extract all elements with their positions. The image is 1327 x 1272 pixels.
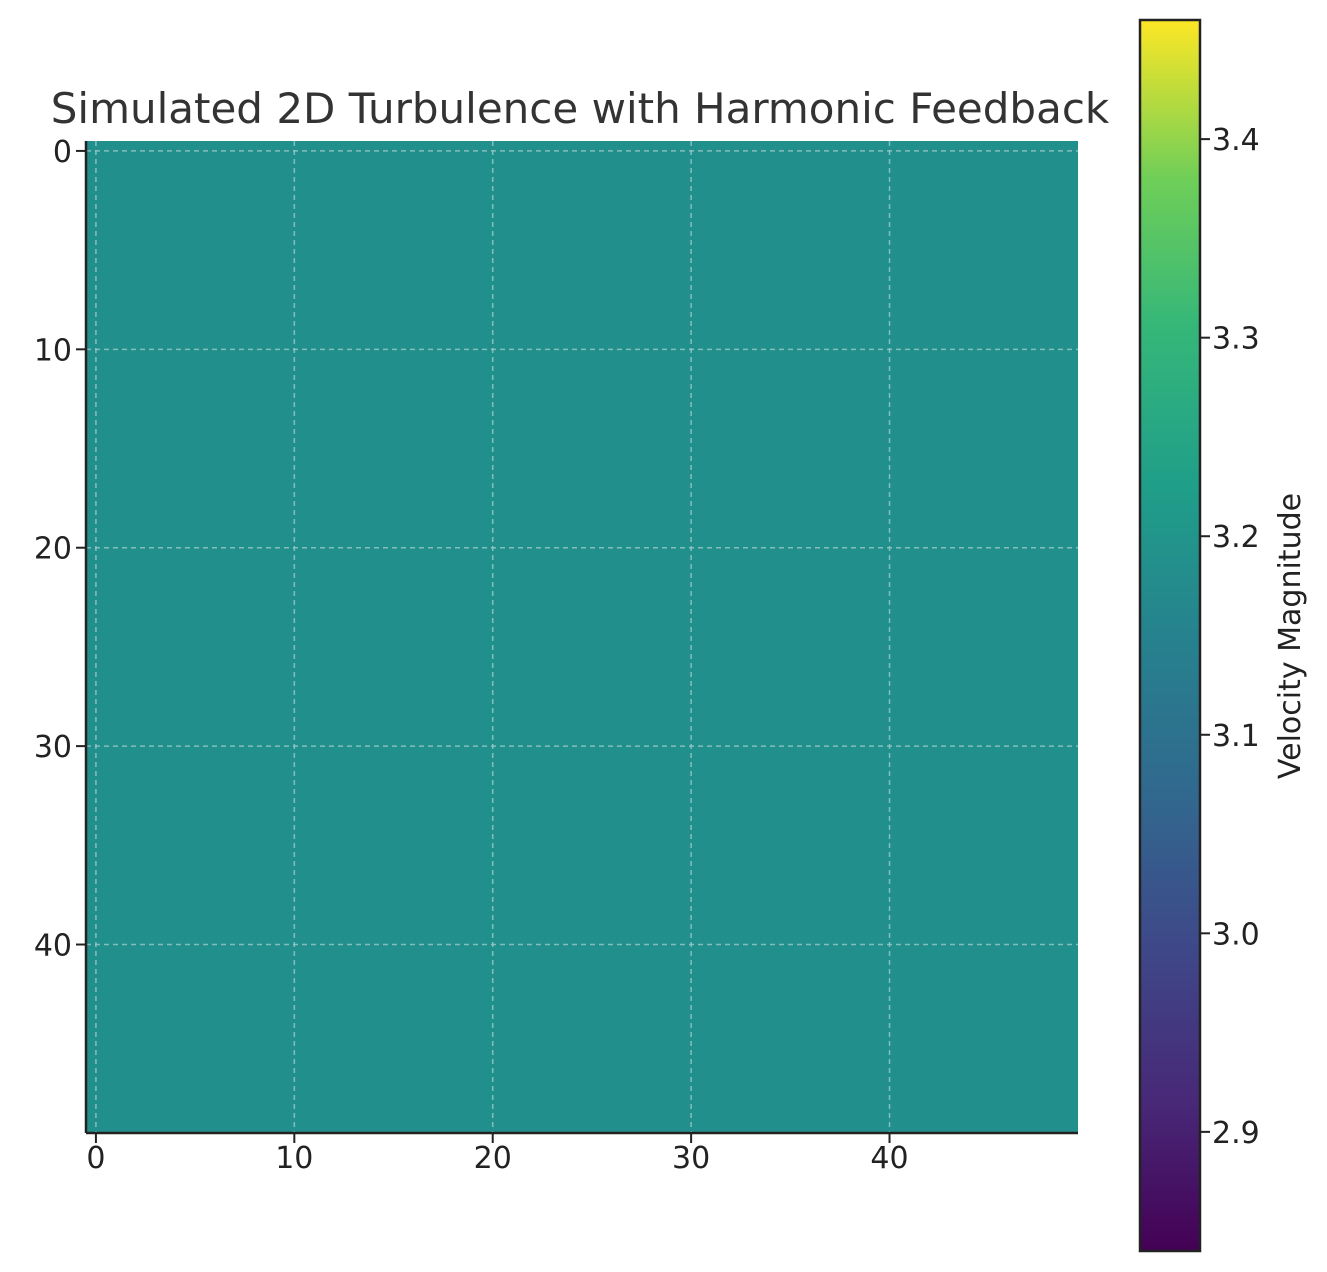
y-tick-label: 40 xyxy=(34,929,72,964)
x-tick-label: 30 xyxy=(672,1141,710,1176)
y-axis-ticks: 0 10 20 30 40 xyxy=(34,135,86,964)
x-axis-ticks: 0 10 20 30 40 xyxy=(86,1133,909,1176)
colorbar-ticks: 2.9 3.0 3.1 3.2 3.3 3.4 xyxy=(1200,123,1260,1151)
x-tick-label: 20 xyxy=(474,1141,512,1176)
colorbar-tick-label: 3.0 xyxy=(1212,917,1260,952)
y-tick-label: 0 xyxy=(53,135,72,170)
x-tick-label: 40 xyxy=(870,1141,908,1176)
heatmap-field xyxy=(86,141,1078,1133)
grid-lines xyxy=(86,141,1078,1133)
colorbar-gradient xyxy=(1138,18,1202,1253)
colorbar-tick-label: 3.2 xyxy=(1212,520,1260,555)
x-tick-label: 10 xyxy=(275,1141,313,1176)
y-tick-label: 20 xyxy=(34,532,72,567)
y-tick-label: 10 xyxy=(34,333,72,368)
colorbar-label: Velocity Magnitude xyxy=(1273,493,1308,779)
colorbar-tick-label: 3.4 xyxy=(1212,123,1260,158)
y-tick-label: 30 xyxy=(34,730,72,765)
colorbar-tick-label: 3.1 xyxy=(1212,719,1260,754)
colorbar: 2.9 3.0 3.1 3.2 3.3 3.4 Velocity Magnitude xyxy=(1138,18,1308,1253)
colorbar-tick-label: 3.3 xyxy=(1212,322,1260,357)
x-tick-label: 0 xyxy=(86,1141,105,1176)
colorbar-tick-label: 2.9 xyxy=(1212,1116,1260,1151)
plot-area: 0 10 20 30 40 0 10 20 30 40 xyxy=(34,135,1078,1176)
chart-title: Simulated 2D Turbulence with Harmonic Fe… xyxy=(51,84,1110,133)
